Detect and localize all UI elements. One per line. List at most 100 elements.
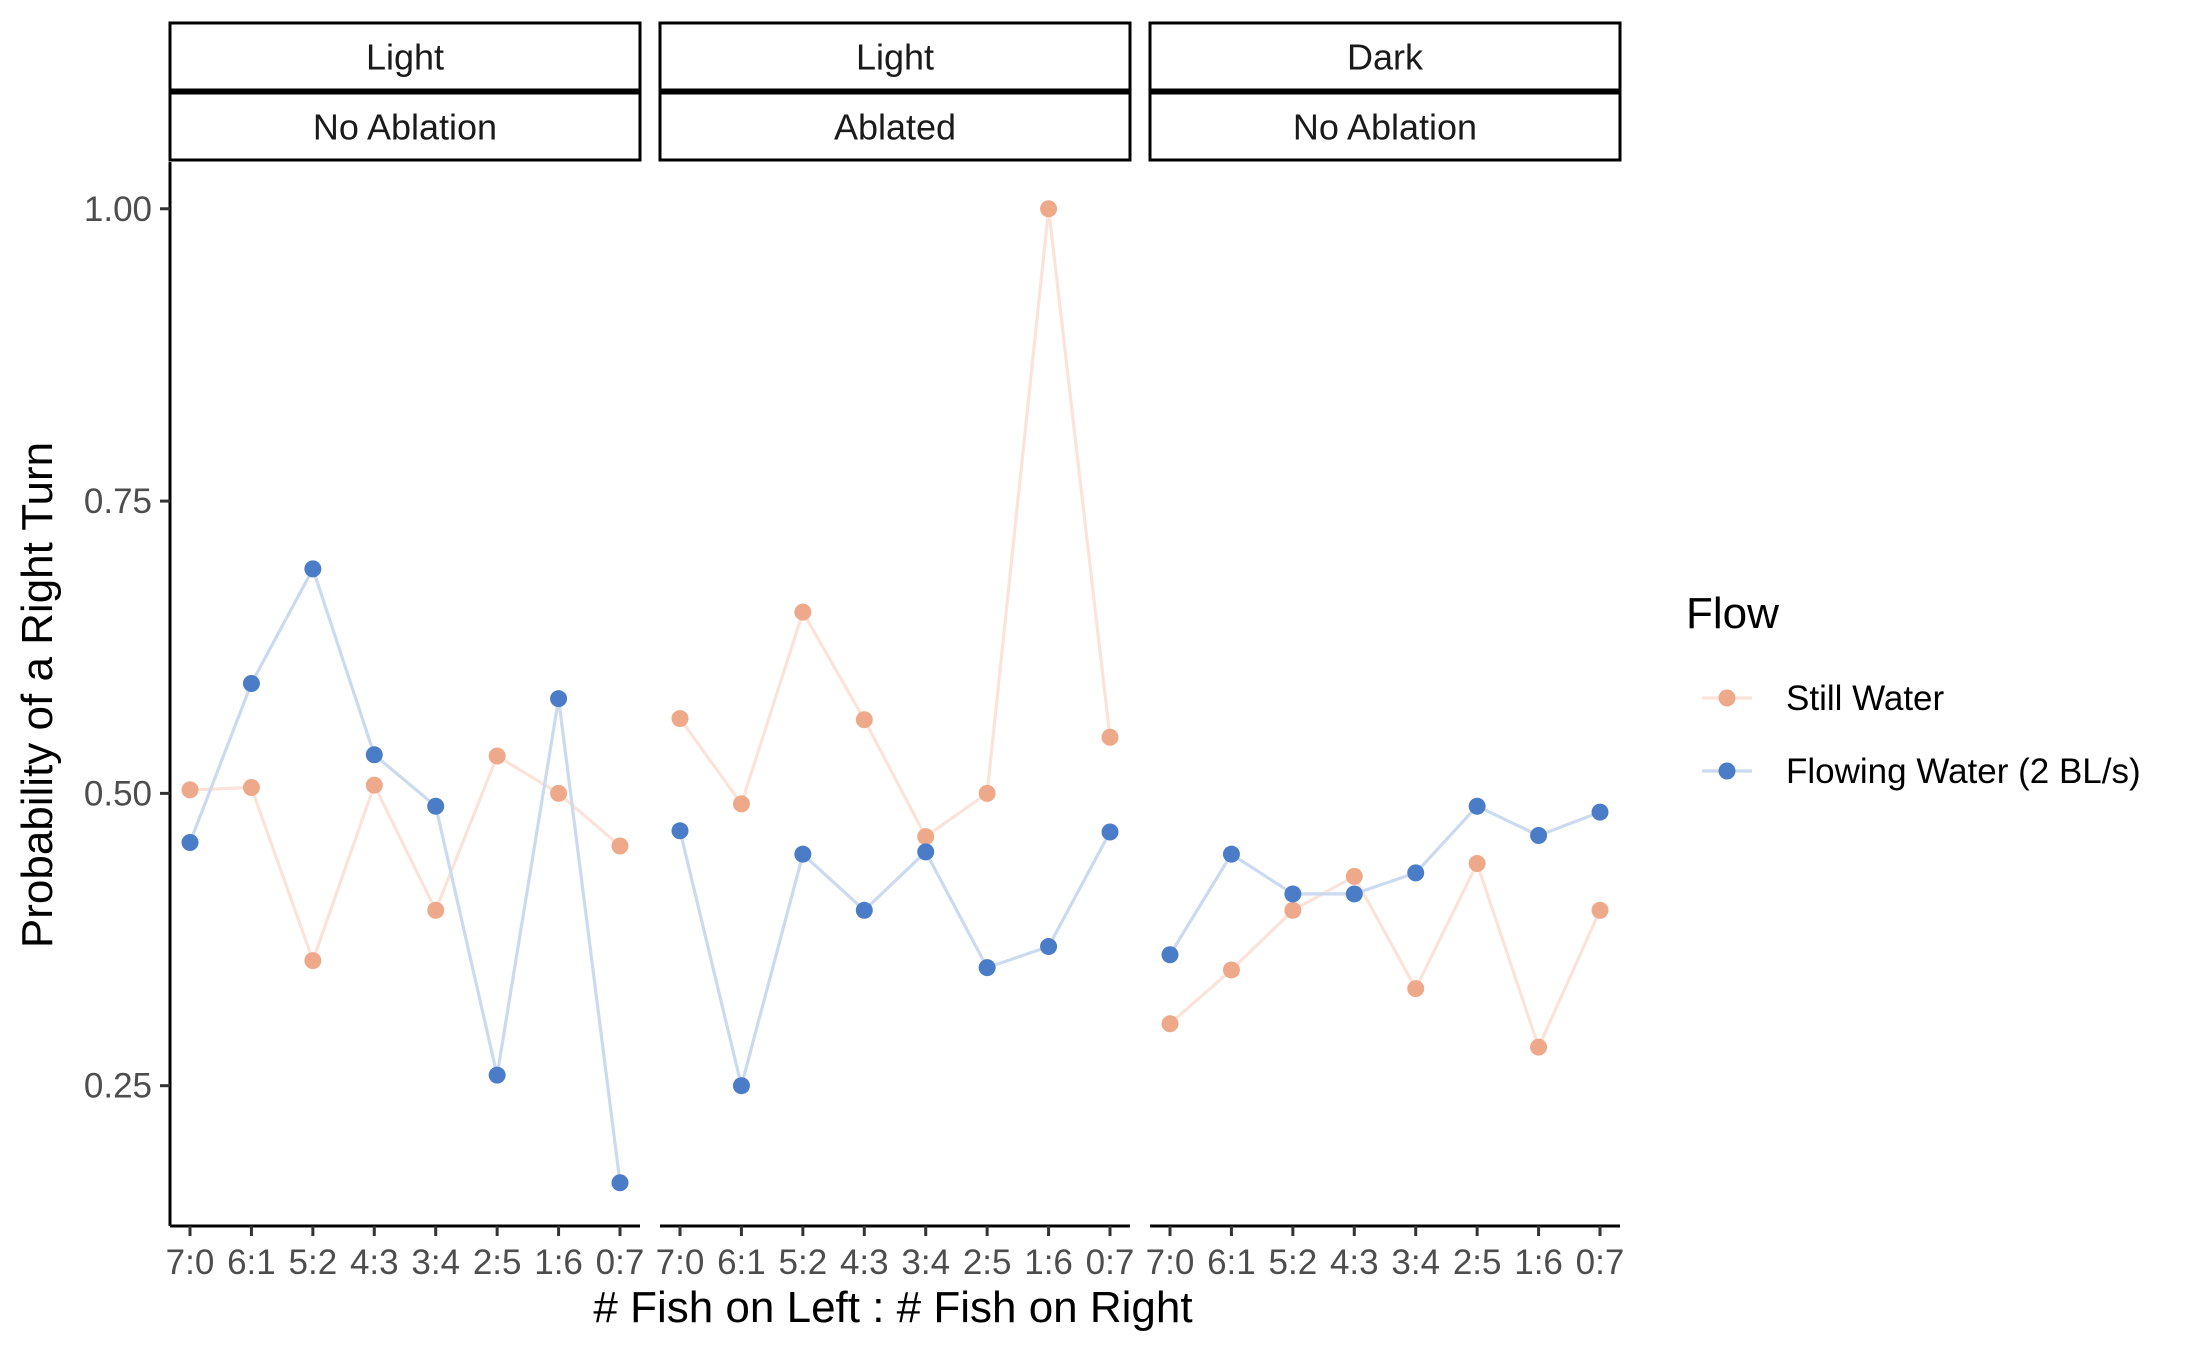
legend-item-label: Flowing Water (2 BL/s) xyxy=(1786,752,2141,791)
series-line xyxy=(188,564,622,1183)
data-point xyxy=(1530,1038,1548,1056)
x-tick-label: 6:1 xyxy=(717,1243,766,1282)
series-line xyxy=(678,208,1112,839)
data-point xyxy=(732,795,750,813)
legend-title: Flow xyxy=(1686,589,1779,638)
data-point xyxy=(1468,797,1486,815)
data-point xyxy=(1161,1015,1179,1033)
data-point xyxy=(181,833,199,851)
y-axis-label: Probability of a Right Turn xyxy=(13,442,62,948)
data-point xyxy=(365,776,383,794)
data-point xyxy=(1040,200,1058,218)
facet-strip xyxy=(658,21,1132,92)
panel-3: Dark No Ablation 7:0 6:1 5:2 4:3 3:4 2:5 1:6 0:7 xyxy=(1146,21,1625,1282)
y-tick-label: 0.50 xyxy=(84,774,152,813)
data-point xyxy=(181,781,199,799)
x-tick-label: 4:3 xyxy=(1330,1243,1379,1282)
data-point xyxy=(1345,867,1363,885)
data-point xyxy=(1284,885,1302,903)
facet-strip-label: Dark xyxy=(1347,37,1424,78)
facet-strip-label: Ablated xyxy=(834,107,956,148)
data-point xyxy=(1591,803,1609,821)
data-point xyxy=(1407,980,1425,998)
legend: Flow Still Water Flowing Water (2 BL/s) xyxy=(1686,589,2141,791)
data-point xyxy=(611,1174,629,1192)
data-point xyxy=(794,845,812,863)
data-point xyxy=(1345,885,1363,903)
data-point xyxy=(242,779,260,797)
facet-strip xyxy=(658,91,1132,162)
x-tick-label: 4:3 xyxy=(840,1243,889,1282)
data-point xyxy=(855,711,873,729)
data-point xyxy=(242,674,260,692)
data-point xyxy=(1040,938,1058,956)
legend-key-point xyxy=(1718,762,1736,780)
data-point xyxy=(732,1077,750,1095)
legend-item: Still Water xyxy=(1702,679,1945,718)
facet-strip-label: Light xyxy=(366,37,444,78)
legend-key-point xyxy=(1718,689,1736,707)
x-tick-label: 6:1 xyxy=(1207,1243,1256,1282)
x-tick-label: 2:5 xyxy=(963,1243,1012,1282)
facet-strip xyxy=(168,21,642,92)
facet-strip-label: No Ablation xyxy=(313,107,497,148)
data-point xyxy=(1591,901,1609,919)
x-tick-label: 2:5 xyxy=(1453,1243,1502,1282)
legend-item-label: Still Water xyxy=(1786,679,1945,718)
data-point xyxy=(1101,823,1119,841)
data-point xyxy=(550,690,568,708)
series-line xyxy=(678,830,1112,1087)
data-point xyxy=(671,710,689,728)
x-tick-label: 7:0 xyxy=(166,1243,215,1282)
y-axis: 0.25 0.50 0.75 1.00 xyxy=(84,162,172,1226)
y-tick-label: 1.00 xyxy=(84,190,152,229)
x-tick-label: 7:0 xyxy=(656,1243,705,1282)
x-tick-label: 5:2 xyxy=(1269,1243,1318,1282)
data-point xyxy=(427,797,445,815)
data-point xyxy=(550,784,568,802)
data-point xyxy=(1530,826,1548,844)
data-point xyxy=(1222,961,1240,979)
data-point xyxy=(855,901,873,919)
x-tick-label: 0:7 xyxy=(596,1243,645,1282)
data-point xyxy=(978,959,996,977)
data-point xyxy=(671,822,689,840)
x-tick-label: 5:2 xyxy=(779,1243,828,1282)
x-tick-label: 1:6 xyxy=(1024,1243,1073,1282)
data-point xyxy=(488,747,506,765)
data-point xyxy=(794,603,812,621)
data-point xyxy=(978,784,996,802)
facet-strip xyxy=(1148,91,1622,162)
chart-panels: Light No Ablation 7:0 6:1 5:2 4:3 3:4 2:5 1:6 0:7… xyxy=(166,21,1625,1282)
x-axis-label: # Fish on Left : # Fish on Right xyxy=(593,1283,1192,1332)
data-point xyxy=(917,843,935,861)
data-point xyxy=(1407,864,1425,882)
panel-2: Light Ablated 7:0 6:1 5:2 4:3 3:4 2:5 1:6 0:7 xyxy=(656,21,1134,1282)
x-tick-label: 7:0 xyxy=(1146,1243,1195,1282)
data-point xyxy=(304,560,322,578)
x-tick-label: 0:7 xyxy=(1576,1243,1625,1282)
facet-strip-label: No Ablation xyxy=(1293,107,1477,148)
data-point xyxy=(304,952,322,970)
data-point xyxy=(1468,855,1486,873)
series-line xyxy=(189,753,622,966)
facet-strip xyxy=(168,91,642,162)
y-tick-label: 0.25 xyxy=(84,1067,152,1106)
data-point xyxy=(1222,845,1240,863)
legend-item: Flowing Water (2 BL/s) xyxy=(1702,752,2141,791)
x-tick-label: 1:6 xyxy=(534,1243,583,1282)
facet-strip-label: Light xyxy=(856,37,934,78)
x-tick-label: 5:2 xyxy=(289,1243,338,1282)
x-tick-label: 1:6 xyxy=(1514,1243,1563,1282)
data-point xyxy=(917,828,935,846)
data-point xyxy=(611,837,629,855)
x-tick-label: 2:5 xyxy=(473,1243,522,1282)
x-tick-label: 3:4 xyxy=(901,1243,950,1282)
data-point xyxy=(1284,901,1302,919)
data-point xyxy=(1101,728,1119,746)
x-tick-label: 6:1 xyxy=(227,1243,276,1282)
x-tick-label: 3:4 xyxy=(411,1243,460,1282)
panel-1: Light No Ablation 7:0 6:1 5:2 4:3 3:4 2:5 1:6 0:7 xyxy=(166,21,645,1282)
data-point xyxy=(1161,946,1179,964)
